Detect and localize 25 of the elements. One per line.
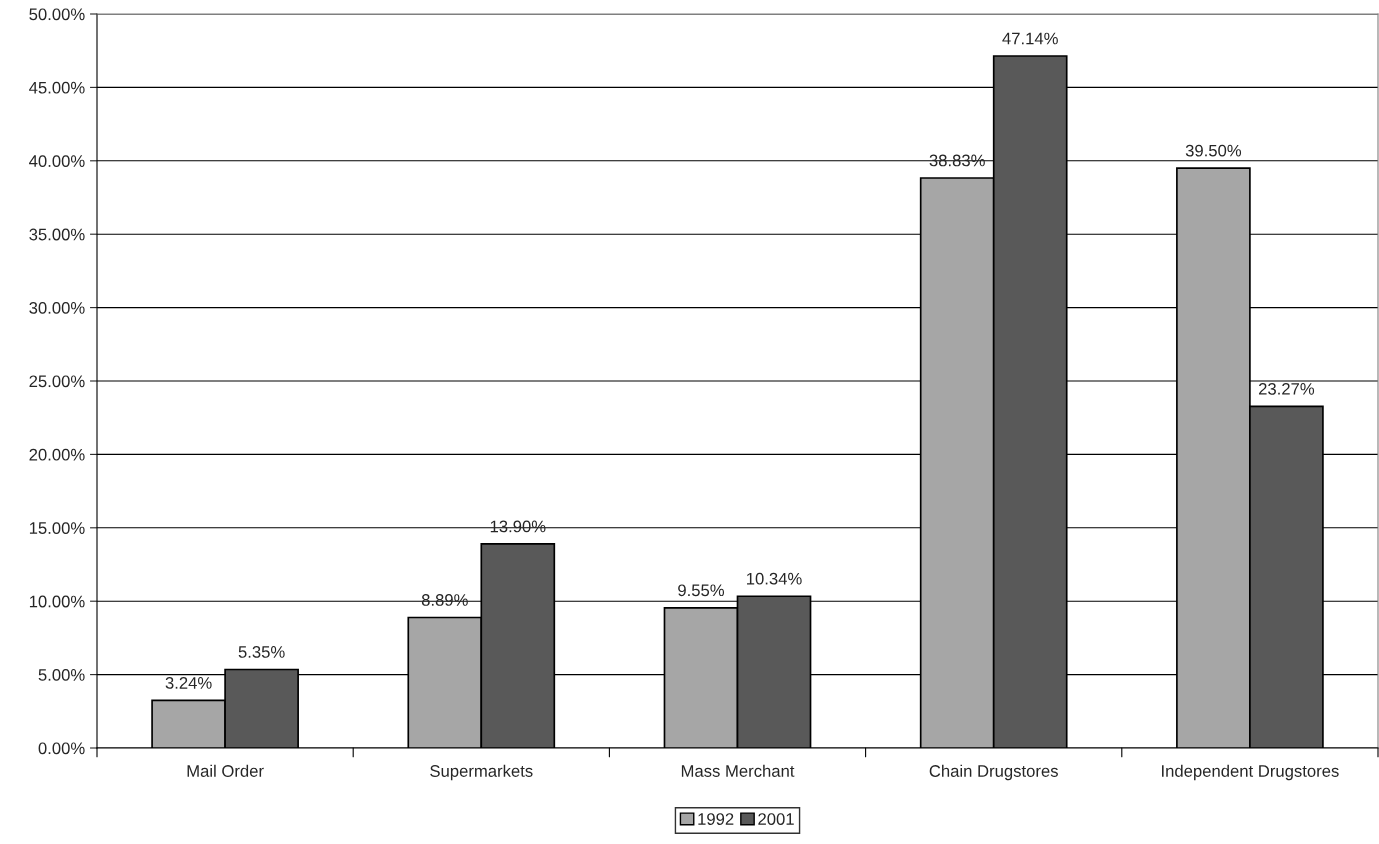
y-tick-label: 50.00%	[29, 8, 85, 21]
y-tick-label: 0.00%	[38, 742, 85, 755]
data-label: 3.24%	[165, 677, 212, 689]
y-tick-label: 35.00%	[29, 228, 85, 241]
data-label: 5.35%	[238, 646, 285, 658]
y-tick-label: 20.00%	[29, 448, 85, 461]
data-label: 9.55%	[678, 584, 725, 597]
x-tick-label: Supermarkets	[430, 764, 533, 781]
x-tick-label: Mass Merchant	[681, 764, 795, 777]
data-label: 10.34%	[747, 572, 802, 585]
data-label: 23.27%	[1258, 382, 1315, 395]
x-tick-label: Mail Order	[187, 764, 264, 777]
y-tick-label: 25.00%	[29, 375, 85, 388]
x-tick-label: Independent Drugstores	[1162, 764, 1339, 781]
data-label: 39.50%	[1185, 144, 1242, 157]
y-tick-label: 10.00%	[29, 595, 85, 608]
y-tick-label: 5.00%	[38, 669, 85, 681]
legend-label: 1992	[698, 813, 734, 825]
data-label: 47.14%	[1002, 32, 1058, 45]
y-tick-label: 40.00%	[29, 155, 85, 167]
y-tick-label: 30.00%	[29, 302, 85, 314]
y-tick-label: 45.00%	[29, 81, 85, 94]
legend-label: 2001	[758, 813, 794, 825]
y-tick-label: 15.00%	[29, 522, 85, 534]
x-tick-label: Chain Drugstores	[929, 764, 1058, 781]
